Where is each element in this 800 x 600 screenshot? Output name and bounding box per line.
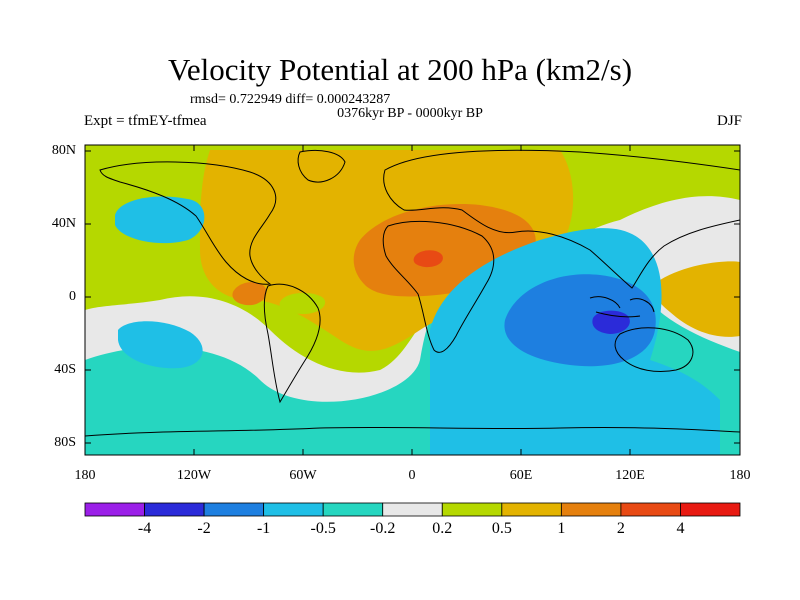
tick-marks — [84, 145, 741, 455]
colorbar-swatch — [263, 502, 324, 517]
season-label: DJF — [716, 113, 742, 129]
colorbar-label: 1 — [557, 520, 566, 537]
coast-indonesia — [589, 296, 655, 318]
coast-south-america — [263, 283, 321, 404]
colorbar-label: -2 — [197, 520, 211, 537]
colorbar-swatch — [560, 502, 622, 517]
colorbar-label: 4 — [676, 520, 685, 537]
field-neg05-pacific — [115, 196, 205, 244]
colorbar-swatch — [203, 502, 265, 517]
field-pos2 — [413, 250, 443, 268]
field-pos1-america — [232, 282, 267, 306]
colorbar-swatch — [322, 502, 384, 517]
colorbar-label: -0.2 — [370, 520, 396, 537]
coast-australia — [614, 327, 694, 373]
colorbar-label: 2 — [616, 520, 625, 537]
field-neg1 — [504, 274, 656, 367]
colorbar — [84, 502, 741, 517]
lon-tick-60e: 60E — [509, 468, 533, 483]
period-annotation: 0376kyr BP - 0000kyr BP — [337, 106, 483, 121]
lat-tick-80s: 80S — [54, 435, 76, 450]
lat-tick-80n: 80N — [51, 143, 76, 158]
colorbar-swatch — [501, 502, 562, 517]
colorbar-swatch — [382, 502, 443, 517]
colorbar-swatch — [84, 502, 145, 517]
lon-tick-180w: 180 — [74, 468, 96, 483]
colorbar-label: -1 — [256, 520, 271, 537]
map-field — [85, 145, 740, 455]
lon-tick-120e: 120E — [615, 468, 645, 483]
field-neg05-southpac — [118, 321, 203, 369]
colorbar-label: -4 — [137, 520, 152, 537]
coast-antarctica — [85, 426, 740, 437]
coastlines — [85, 149, 740, 437]
colorbar-swatch — [441, 502, 503, 517]
coast-africa — [382, 220, 495, 353]
colorbar-label: 0.2 — [432, 520, 453, 537]
field-pos02-tropics — [279, 292, 326, 314]
field-pos05-east — [654, 261, 740, 337]
colorbar-swatch — [620, 502, 681, 517]
coast-greenland — [297, 149, 346, 183]
lon-tick-0: 0 — [408, 468, 416, 483]
lon-tick-180e: 180 — [729, 468, 751, 483]
stats-annotation: rmsd= 0.722949 diff= 0.000243287 — [190, 92, 391, 107]
lon-tick-60w: 60W — [289, 468, 317, 483]
lat-tick-40s: 40S — [54, 362, 76, 377]
colorbar-swatch — [144, 502, 205, 517]
experiment-label: Expt = tfmEY-tfmea — [84, 113, 207, 129]
colorbar-label: -0.5 — [310, 520, 336, 537]
lat-tick-0: 0 — [69, 289, 76, 304]
colorbar-swatch — [680, 502, 741, 517]
coast-eurasia — [383, 149, 740, 289]
lon-tick-120w: 120W — [176, 468, 212, 483]
colorbar-label: 0.5 — [491, 520, 512, 537]
map-title: Velocity Potential at 200 hPa (km2/s) — [167, 52, 633, 87]
lat-tick-40n: 40N — [51, 216, 76, 231]
coast-north-america — [99, 161, 277, 285]
